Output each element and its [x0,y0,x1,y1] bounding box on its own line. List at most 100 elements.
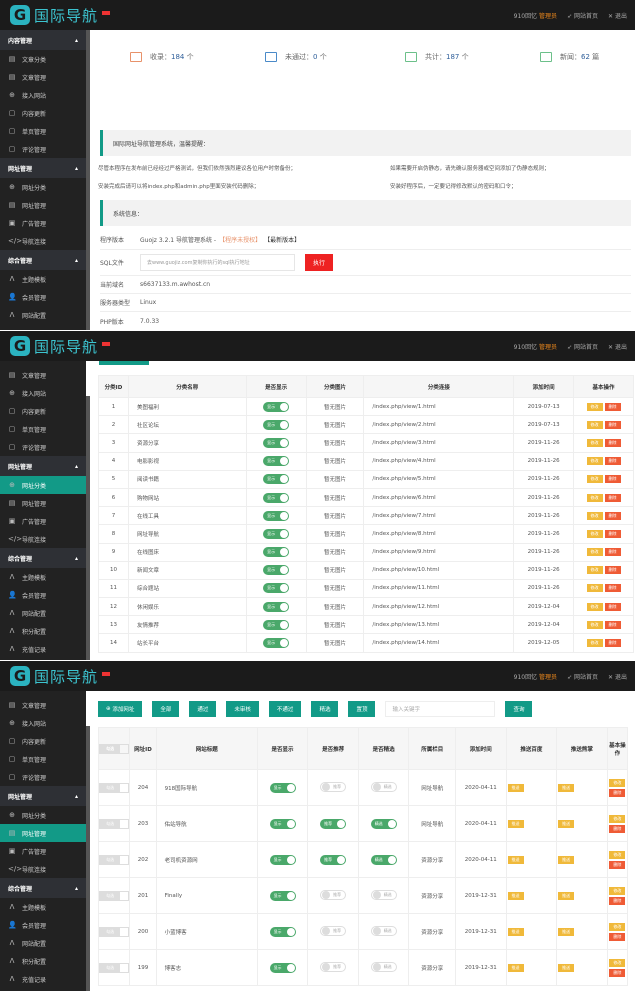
sidebar-item[interactable]: ᐱ 积分配置 [0,622,86,640]
edit-button[interactable]: 修改 [586,493,603,502]
sidebar-item[interactable]: ▣ 广告管理 [0,512,86,530]
sidebar-item[interactable]: ᐱ 主题模板 [0,898,86,916]
featured-toggle[interactable]: 精选 [370,962,397,972]
show-toggle[interactable]: 显示 [263,456,290,467]
edit-button[interactable]: 修改 [586,639,603,648]
keyword-search-input[interactable]: 输入关键字 [385,701,496,717]
filter-all-button[interactable]: 全部 [152,701,180,717]
featured-toggle[interactable]: 精选 [370,890,397,900]
sidebar-item[interactable]: ⊕ 网址分类 [0,806,86,824]
sidebar-item[interactable]: </> 导航连接 [0,860,86,878]
select-all-checkbox[interactable]: 勾选 [99,743,130,754]
push-baidu-button[interactable]: 推送 [507,819,524,828]
edit-button[interactable]: 修改 [586,602,603,611]
show-toggle[interactable]: 显示 [263,547,290,558]
sidebar-item[interactable]: ▥清理缓存 [0,658,86,660]
sidebar-group-header[interactable]: 综合管理 ▴ [0,878,86,898]
sidebar-item[interactable]: ᐱ 网站配置 [0,306,86,324]
site-home-link[interactable]: ➶ 网站首页 [567,672,598,681]
show-toggle[interactable]: 显示 [269,782,296,793]
sidebar-item[interactable]: ▢ 内容更新 [0,732,86,750]
row-checkbox[interactable]: 勾选 [99,854,130,865]
sidebar-item[interactable]: ᐱ 网站配置 [0,934,86,952]
sidebar-item[interactable]: ᐱ 主题模板 [0,568,86,586]
sidebar-group-header[interactable]: 综合管理 ▴ [0,250,86,270]
sidebar-item[interactable]: ⊕ 网址分类 [0,178,86,196]
delete-button[interactable]: 删除 [604,493,621,502]
search-button[interactable]: 查询 [505,701,533,717]
filter-pending-button[interactable]: 未审核 [226,701,259,717]
filter-featured-button[interactable]: 精选 [311,701,339,717]
delete-button[interactable]: 删除 [604,566,621,575]
logo[interactable]: G 国际导航 [10,336,111,357]
delete-button[interactable]: 删除 [604,639,621,648]
edit-button[interactable]: 修改 [586,548,603,557]
add-site-button[interactable]: ⊕ 添加网址 [98,701,143,717]
show-toggle[interactable]: 显示 [263,401,290,412]
edit-button[interactable]: 修改 [586,457,603,466]
recommend-toggle[interactable]: 推荐 [320,782,347,792]
show-toggle[interactable]: 显示 [263,510,290,521]
sidebar-scrollbar[interactable] [86,726,90,991]
show-toggle[interactable]: 显示 [269,926,296,937]
sidebar-item[interactable]: ⊕ 网址分类 [0,476,86,494]
sidebar-item[interactable]: ▢ 评论管理 [0,438,86,456]
delete-button[interactable]: 删除 [604,620,621,629]
sidebar-item[interactable]: ▤ 文章管理 [0,68,86,86]
push-baidu-button[interactable]: 推送 [507,891,524,900]
sidebar-item[interactable]: ▢ 单页管理 [0,750,86,768]
sidebar-item[interactable]: ⊕ 接入网站 [0,714,86,732]
edit-button[interactable]: 修改 [586,402,603,411]
recommend-toggle[interactable]: 推荐 [320,818,347,829]
delete-button[interactable]: 删除 [604,511,621,520]
edit-button[interactable]: 修改 [586,475,603,484]
sidebar-item[interactable]: ▢ 单页管理 [0,420,86,438]
featured-toggle[interactable]: 精选 [370,926,397,936]
sidebar-item[interactable]: ▢ 内容更新 [0,402,86,420]
sidebar-item[interactable]: ᐱ 积分配置 [0,324,86,330]
edit-button[interactable]: 修改 [609,778,626,787]
sidebar-group-header[interactable]: 综合管理 ▴ [0,548,86,568]
push-baidu-button[interactable]: 推送 [507,963,524,972]
sidebar-item[interactable]: ▤ 文章管理 [0,696,86,714]
edit-button[interactable]: 修改 [586,566,603,575]
edit-button[interactable]: 修改 [609,958,626,967]
recommend-toggle[interactable]: 推荐 [320,962,347,972]
edit-button[interactable]: 修改 [609,886,626,895]
delete-button[interactable]: 删除 [609,932,626,941]
sidebar-group-header[interactable]: 内容管理 ▴ [0,30,86,50]
push-baidu-button[interactable]: 推送 [507,927,524,936]
show-toggle[interactable]: 显示 [263,419,290,430]
sidebar-item[interactable]: ᐱ 充值记录 [0,640,86,658]
show-toggle[interactable]: 显示 [263,583,290,594]
row-checkbox[interactable]: 勾选 [99,818,130,829]
sidebar-item[interactable]: </> 导航连接 [0,232,86,250]
sidebar-item[interactable]: ▣ 广告管理 [0,214,86,232]
show-toggle[interactable]: 显示 [263,437,290,448]
push-xiongzhang-button[interactable]: 推送 [558,819,575,828]
show-toggle[interactable]: 显示 [269,890,296,901]
delete-button[interactable]: 删除 [604,438,621,447]
sidebar-item[interactable]: ▢ 评论管理 [0,768,86,786]
edit-button[interactable]: 修改 [586,584,603,593]
show-toggle[interactable]: 显示 [263,638,290,649]
sidebar-item[interactable]: 👤 会员管理 [0,288,86,306]
logo[interactable]: G 国际导航 [10,5,111,26]
filter-reject-button[interactable]: 不通过 [268,701,302,717]
delete-button[interactable]: 删除 [604,420,621,429]
featured-toggle[interactable]: 精选 [370,782,397,792]
sidebar-item[interactable]: ⊕ 接入网站 [0,86,86,104]
sidebar-item[interactable]: ▤ 文章分类 [0,50,86,68]
sidebar-item[interactable]: ⊕ 接入网站 [0,384,86,402]
filter-top-button[interactable]: 置顶 [348,701,376,717]
sidebar-scrollbar[interactable] [86,30,90,330]
sidebar-item[interactable]: ▣ 广告管理 [0,842,86,860]
recommend-toggle[interactable]: 推荐 [320,890,347,900]
delete-button[interactable]: 删除 [604,548,621,557]
sidebar-group-header[interactable]: 网址管理 ▴ [0,456,86,476]
featured-toggle[interactable]: 精选 [370,854,397,865]
sidebar-scrollbar[interactable] [86,396,90,660]
edit-button[interactable]: 修改 [586,529,603,538]
delete-button[interactable]: 删除 [604,457,621,466]
recommend-toggle[interactable]: 推荐 [320,926,347,936]
